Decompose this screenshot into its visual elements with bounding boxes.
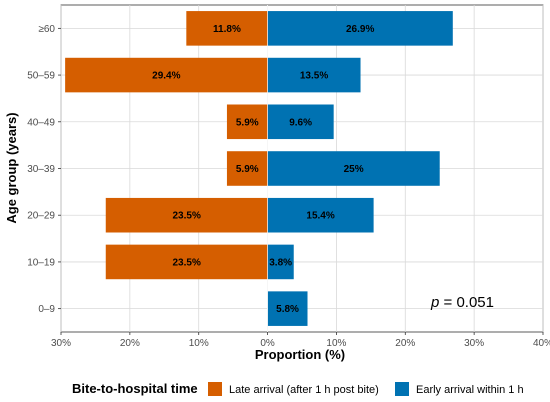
- bar-label-early: 3.8%: [269, 257, 292, 268]
- bar-label-early: 15.4%: [306, 211, 334, 222]
- x-tick-label: 30%: [464, 338, 484, 349]
- y-axis: ≥60 50–59 40–49 30–39 20–29 10–19 0–9: [27, 24, 61, 315]
- bar-late: [226, 151, 268, 186]
- x-tick-label: 40%: [533, 338, 550, 349]
- y-tick-label: 30–39: [27, 164, 55, 175]
- bar-late: [226, 104, 268, 140]
- bar-early: [267, 197, 374, 233]
- bar-label-late: 5.9%: [236, 164, 259, 175]
- bar-label-late: 5.9%: [236, 117, 259, 128]
- legend-title: Bite-to-hospital time: [72, 381, 198, 396]
- bar-label-early: 13.5%: [300, 71, 328, 82]
- legend: Bite-to-hospital time Late arrival (afte…: [72, 381, 524, 396]
- x-axis-title: Proportion (%): [255, 347, 345, 362]
- bar-label-early: 5.8%: [276, 304, 299, 315]
- bar-late: [186, 11, 268, 46]
- x-tick-label: 20%: [395, 338, 415, 349]
- x-tick-label: 10%: [189, 338, 209, 349]
- annotation-p-number: = 0.051: [439, 294, 494, 311]
- bar-label-late: 23.5%: [172, 211, 200, 222]
- x-tick-label: 20%: [120, 338, 140, 349]
- y-tick-label: 0–9: [38, 304, 55, 315]
- bar-label-early: 9.6%: [289, 117, 312, 128]
- bar-early: [267, 57, 361, 93]
- y-tick-label: 50–59: [27, 71, 55, 82]
- x-tick-label: 30%: [51, 338, 71, 349]
- annotation-p-symbol: p: [430, 294, 439, 311]
- x-axis: 30% 20% 10% 0% 10% 20% 30% 40%: [51, 332, 550, 349]
- bar-label-late: 11.8%: [213, 24, 241, 35]
- x-tick-label: 10%: [326, 338, 346, 349]
- bar-label-early: 26.9%: [346, 24, 374, 35]
- bar-early: [267, 244, 294, 280]
- y-tick-label: ≥60: [38, 24, 55, 35]
- y-axis-title: Age group (years): [4, 112, 19, 223]
- legend-label-early: Early arrival within 1 h: [416, 384, 524, 396]
- legend-swatch-early: [395, 382, 409, 396]
- y-tick-label: 20–29: [27, 211, 55, 222]
- bar-label-late: 29.4%: [152, 71, 180, 82]
- bars: [65, 5, 453, 332]
- bar-late: [105, 197, 268, 233]
- x-tick-label: 0%: [260, 338, 275, 349]
- legend-label-late: Late arrival (after 1 h post bite): [229, 384, 379, 396]
- y-tick-label: 10–19: [27, 257, 55, 268]
- bar-late: [105, 244, 268, 280]
- y-tick-label: 40–49: [27, 117, 55, 128]
- bar-label-early: 25%: [344, 164, 364, 175]
- annotation-p-value: p = 0.051: [430, 294, 494, 311]
- legend-swatch-late: [208, 382, 222, 396]
- bar-late: [65, 57, 268, 93]
- bar-label-late: 23.5%: [172, 257, 200, 268]
- bar-early: [267, 291, 308, 326]
- bar-early: [267, 104, 334, 140]
- bar-early: [267, 11, 453, 46]
- bar-early: [267, 151, 440, 186]
- bar-labels: 11.8% 29.4% 5.9% 5.9% 23.5% 23.5% 26.9% 13.5% 9.…: [152, 24, 374, 315]
